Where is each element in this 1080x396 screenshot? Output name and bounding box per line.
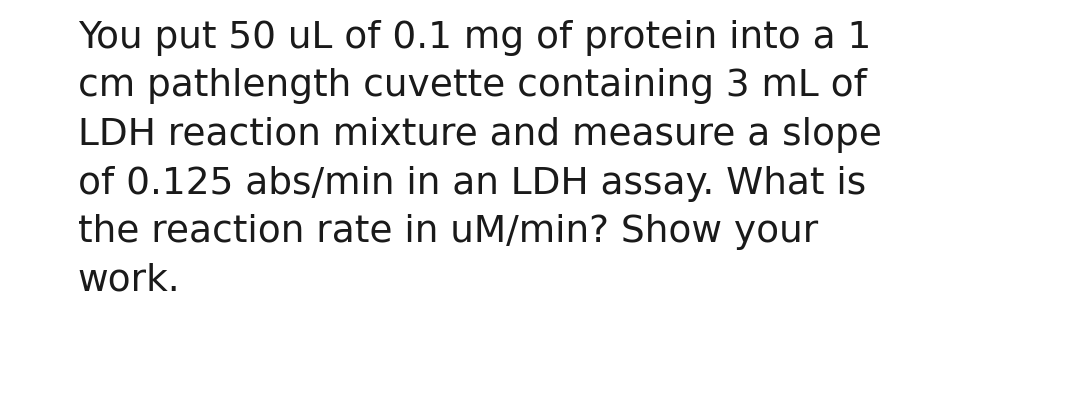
Text: You put 50 uL of 0.1 mg of protein into a 1
cm pathlength cuvette containing 3 m: You put 50 uL of 0.1 mg of protein into …: [78, 20, 881, 299]
